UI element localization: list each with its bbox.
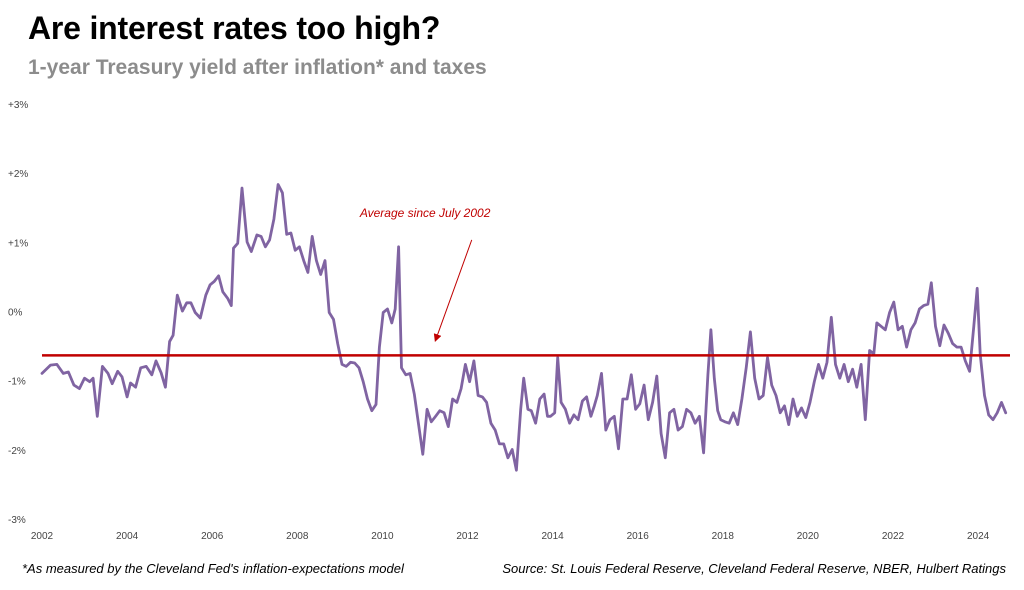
x-tick-label: 2014	[541, 531, 564, 542]
x-tick-label: 2022	[882, 531, 905, 542]
y-tick-label: 0%	[8, 308, 23, 319]
y-tick-label: +3%	[8, 100, 28, 111]
x-tick-label: 2008	[286, 531, 309, 542]
x-tick-label: 2004	[116, 531, 139, 542]
x-tick-label: 2010	[371, 531, 394, 542]
chart-title: Are interest rates too high?	[28, 10, 441, 46]
source-note: Source: St. Louis Federal Reserve, Cleve…	[502, 561, 1006, 576]
x-tick-label: 2002	[31, 531, 54, 542]
chart-subtitle: 1-year Treasury yield after inflation* a…	[28, 56, 487, 79]
series-line	[40, 183, 1008, 472]
x-tick-label: 2018	[712, 531, 735, 542]
x-tick-label: 2020	[797, 531, 820, 542]
average-annotation: Average since July 2002	[359, 206, 491, 220]
annotation-arrow	[433, 239, 473, 343]
x-tick-label: 2006	[201, 531, 224, 542]
y-tick-label: +2%	[8, 169, 28, 180]
x-tick-label: 2012	[456, 531, 479, 542]
y-tick-label: -1%	[8, 377, 26, 388]
footnote: *As measured by the Cleveland Fed's infl…	[22, 561, 404, 576]
y-tick-label: +1%	[8, 238, 28, 249]
y-tick-label: -3%	[8, 515, 26, 526]
x-tick-label: 2024	[967, 531, 990, 542]
x-tick-label: 2016	[627, 531, 650, 542]
y-tick-label: -2%	[8, 446, 26, 457]
